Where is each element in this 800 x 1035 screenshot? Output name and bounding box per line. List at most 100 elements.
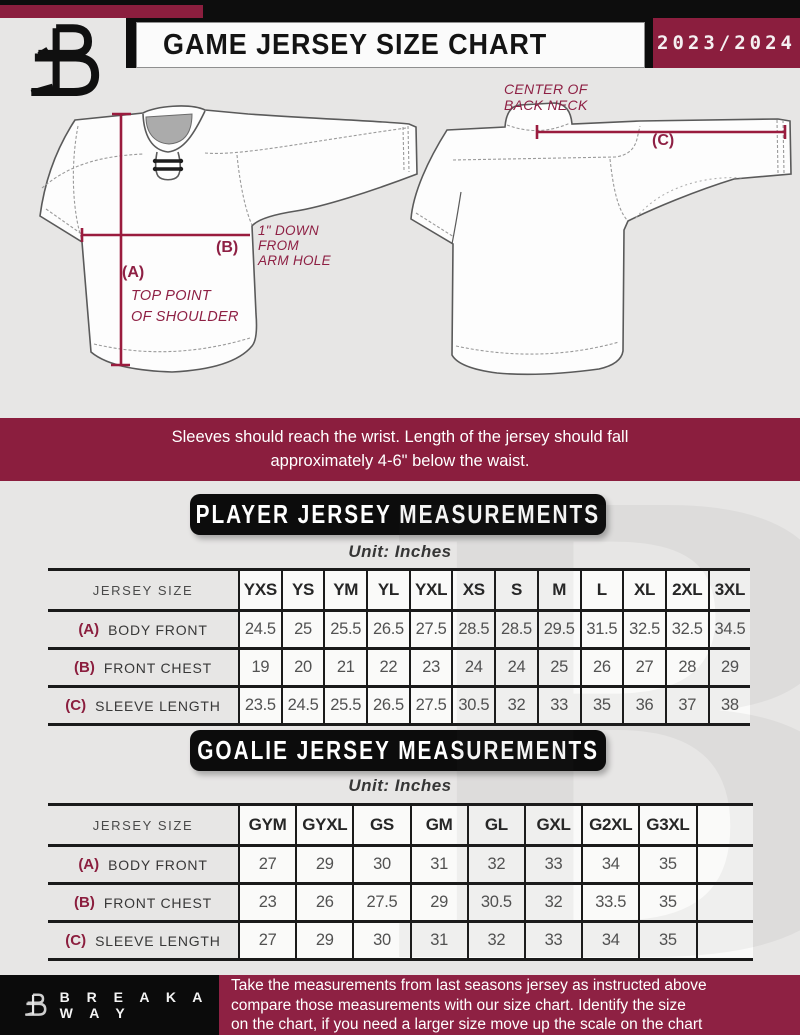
value-cell: 26.5 bbox=[366, 688, 409, 723]
table-row: (B) FRONT CHEST 19 20 21 22 23 24 24 25 26 27 28 29 bbox=[48, 650, 751, 688]
size-header-cell: M bbox=[536, 571, 580, 609]
value-cell: 23.5 bbox=[238, 688, 281, 723]
value-cell: 25 bbox=[280, 612, 324, 647]
center-back-neck-caption: CENTER OF BACK NECK bbox=[504, 81, 588, 113]
back-jersey-drawing bbox=[410, 102, 792, 376]
jersey-size-header: JERSEY SIZE bbox=[92, 817, 194, 833]
breakaway-logo-icon bbox=[30, 24, 100, 97]
value-cell: 21 bbox=[323, 650, 367, 685]
footer-brand-block: B R E A K A W A Y bbox=[0, 975, 219, 1035]
size-header-cell: YM bbox=[323, 571, 367, 609]
value-cell: 26.5 bbox=[366, 612, 409, 647]
table-row: (A) BODY FRONT 27 29 30 31 32 33 34 35 bbox=[48, 847, 753, 885]
value-cell: 23 bbox=[408, 650, 452, 685]
value-cell: 25 bbox=[536, 650, 580, 685]
size-header-cell: XL bbox=[622, 571, 665, 609]
value-cell: 34 bbox=[581, 923, 639, 958]
value-cell: 24.5 bbox=[238, 612, 281, 647]
value-cell: 27 bbox=[238, 847, 296, 882]
label-b: (B) bbox=[216, 239, 239, 256]
measure-lines bbox=[80, 112, 787, 367]
goalie-section-title: GOALIE JERSEY MEASUREMENTS bbox=[197, 735, 599, 765]
value-cell: 30.5 bbox=[451, 688, 495, 723]
value-cell: 33 bbox=[523, 847, 582, 882]
page-title-box: GAME JERSEY SIZE CHART bbox=[136, 22, 645, 68]
value-cell: 35 bbox=[638, 923, 696, 958]
row-label: BODY FRONT bbox=[108, 856, 208, 873]
value-cell: 32 bbox=[466, 847, 524, 882]
value-cell: 23 bbox=[238, 885, 296, 920]
player-section-title: PLAYER JERSEY MEASUREMENTS bbox=[195, 499, 601, 529]
size-header-cell: GYM bbox=[238, 806, 296, 844]
value-cell: 31.5 bbox=[579, 612, 623, 647]
notice-line-1: Sleeves should reach the wrist. Length o… bbox=[171, 428, 629, 446]
goalie-size-table: JERSEY SIZE GYM GYXL GS GM GL GXL G2XL G3XL (A) BO… bbox=[48, 803, 753, 961]
row-key: (C) bbox=[65, 932, 87, 949]
player-size-table: JERSEY SIZE YXS YS YM YL YXL XS S M L XL 2XL 3XL (A) B… bbox=[48, 568, 751, 726]
size-header-cell: 2XL bbox=[664, 571, 708, 609]
value-cell: 32.5 bbox=[664, 612, 708, 647]
row-label-cell: (B) FRONT CHEST bbox=[48, 650, 238, 685]
row-label: BODY FRONT bbox=[108, 621, 208, 638]
page-title: GAME JERSEY SIZE CHART bbox=[163, 28, 548, 61]
row-key: (A) bbox=[78, 621, 100, 638]
table-row: (C) SLEEVE LENGTH 23.5 24.5 25.5 26.5 27.5 30.5… bbox=[48, 688, 751, 726]
row-label: FRONT CHEST bbox=[103, 659, 212, 676]
table-header-row: JERSEY SIZE GYM GYXL GS GM GL GXL G2XL G3XL bbox=[48, 803, 753, 847]
notice-line-2: approximately 4-6" below the waist. bbox=[270, 451, 530, 470]
value-cell bbox=[695, 923, 753, 958]
size-header-cell: XS bbox=[451, 571, 495, 609]
value-cell: 24 bbox=[451, 650, 495, 685]
table-row: (C) SLEEVE LENGTH 27 29 30 31 32 33 34 35 bbox=[48, 923, 753, 961]
size-header-cell: 3XL bbox=[707, 571, 751, 609]
value-cell: 29 bbox=[409, 885, 467, 920]
jersey-size-header: JERSEY SIZE bbox=[92, 582, 194, 598]
value-cell: 33.5 bbox=[581, 885, 639, 920]
row-key: (C) bbox=[65, 697, 87, 714]
value-cell bbox=[695, 847, 753, 882]
value-cell: 32.5 bbox=[622, 612, 665, 647]
value-cell: 30.5 bbox=[466, 885, 524, 920]
value-cell: 24 bbox=[494, 650, 537, 685]
footer: B R E A K A W A Y Take the measurements … bbox=[0, 975, 800, 1035]
value-cell: 29 bbox=[295, 923, 353, 958]
value-cell: 27.5 bbox=[408, 688, 452, 723]
value-cell: 34.5 bbox=[707, 612, 751, 647]
player-unit-label: Unit: Inches bbox=[348, 542, 452, 561]
footer-line-2: compare those measurements with our size… bbox=[231, 996, 686, 1014]
value-cell: 26 bbox=[295, 885, 353, 920]
value-cell: 32 bbox=[523, 885, 582, 920]
size-header-cell: YS bbox=[280, 571, 324, 609]
value-cell: 27.5 bbox=[352, 885, 410, 920]
value-cell: 31 bbox=[409, 847, 467, 882]
size-header-cell: S bbox=[494, 571, 537, 609]
arm-hole-caption: 1" DOWN FROM ARM HOLE bbox=[258, 223, 331, 268]
row-key: (B) bbox=[74, 659, 95, 676]
player-section-banner: PLAYER JERSEY MEASUREMENTS bbox=[190, 494, 606, 535]
label-a: (A) bbox=[122, 264, 145, 281]
brand-name: B R E A K A W A Y bbox=[59, 989, 209, 1021]
value-cell: 32 bbox=[494, 688, 537, 723]
goalie-unit-label: Unit: Inches bbox=[348, 776, 452, 795]
value-cell: 29 bbox=[707, 650, 751, 685]
goalie-section-banner: GOALIE JERSEY MEASUREMENTS bbox=[190, 730, 606, 771]
value-cell: 22 bbox=[366, 650, 409, 685]
size-header-cell: YXS bbox=[238, 571, 281, 609]
value-cell bbox=[695, 885, 753, 920]
value-cell: 35 bbox=[638, 847, 696, 882]
row-label-cell: (C) SLEEVE LENGTH bbox=[48, 923, 238, 958]
value-cell: 29.5 bbox=[536, 612, 580, 647]
value-cell: 36 bbox=[622, 688, 665, 723]
table-row: (B) FRONT CHEST 23 26 27.5 29 30.5 32 33.5 35 bbox=[48, 885, 753, 923]
value-cell: 27 bbox=[622, 650, 665, 685]
size-header-cell: GS bbox=[352, 806, 410, 844]
value-cell: 30 bbox=[352, 847, 410, 882]
size-header-cell: GM bbox=[409, 806, 467, 844]
row-label-cell: (A) BODY FRONT bbox=[48, 612, 238, 647]
value-cell: 32 bbox=[466, 923, 524, 958]
jersey-diagrams bbox=[39, 102, 792, 376]
size-header-cell bbox=[695, 806, 753, 844]
value-cell: 26 bbox=[579, 650, 623, 685]
value-cell: 31 bbox=[409, 923, 467, 958]
value-cell: 27 bbox=[238, 923, 296, 958]
